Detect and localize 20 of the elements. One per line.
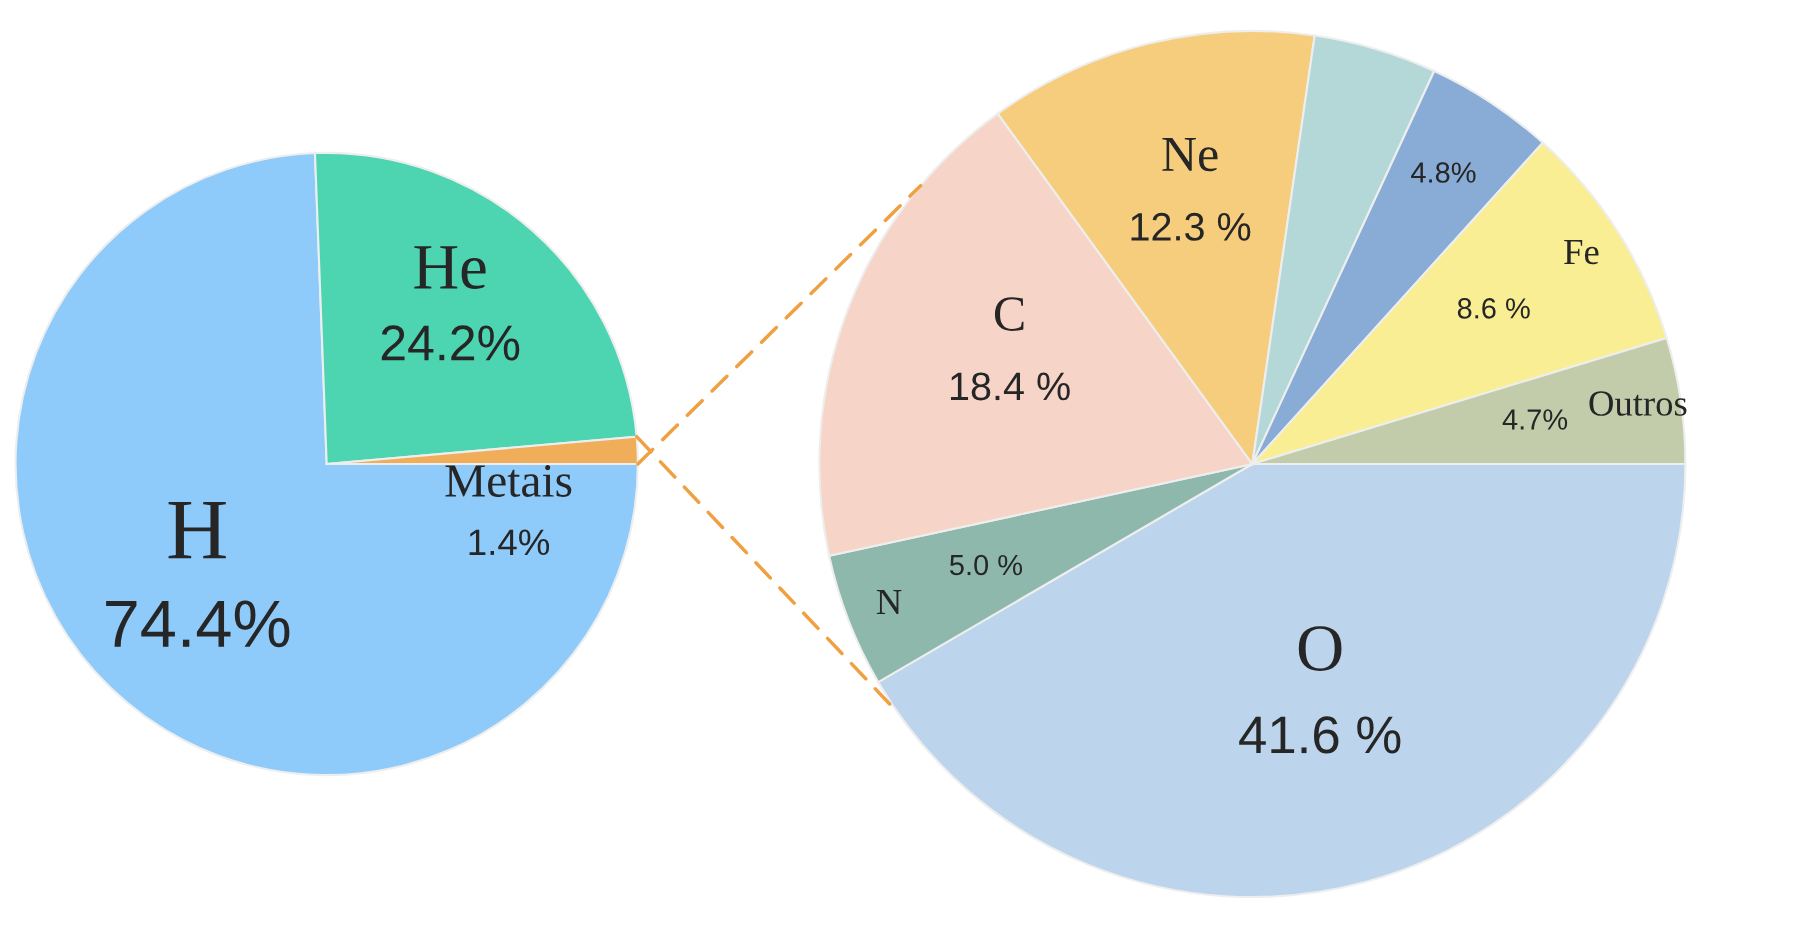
slice-label: He	[414, 246, 486, 290]
slice-label: O	[1298, 626, 1342, 671]
data-label: 4.8%	[1411, 162, 1476, 183]
data-label: 1.4%	[469, 529, 550, 556]
slice-label: Metais	[445, 465, 572, 497]
slice-label: H	[168, 501, 226, 559]
data-label: 18.4 %	[950, 372, 1070, 401]
data-label: 4.7%	[1502, 409, 1568, 430]
slice-label: N	[876, 590, 902, 615]
pie-slice	[14, 152, 639, 777]
slice-label: Ne	[1162, 138, 1218, 172]
data-label: 12.3 %	[1131, 212, 1251, 241]
data-label: 24.2%	[381, 325, 520, 361]
data-label: 41.6 %	[1239, 716, 1401, 754]
slice-label: C	[994, 297, 1024, 331]
data-label: 8.6 %	[1457, 298, 1530, 319]
data-label: 74.4%	[106, 600, 290, 648]
slice-label: Outros	[1589, 391, 1687, 416]
data-label: 5.0 %	[949, 554, 1023, 576]
slice-label: Fe	[1564, 239, 1599, 265]
